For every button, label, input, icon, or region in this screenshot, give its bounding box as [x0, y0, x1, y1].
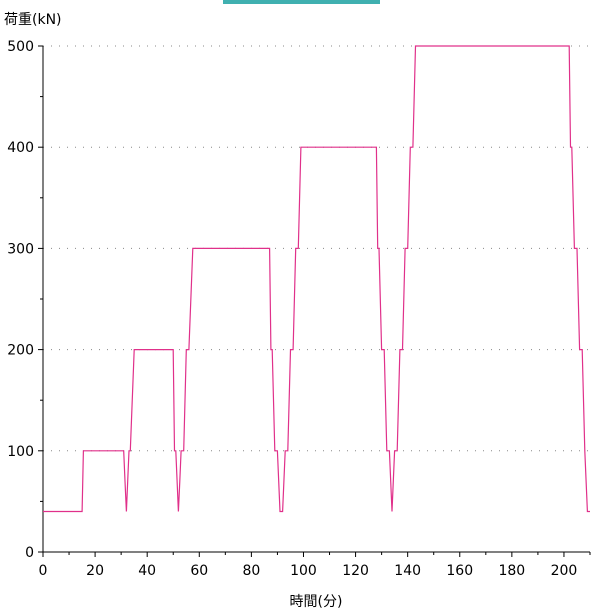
x-tick-label-60: 60: [190, 563, 208, 579]
y-tick-label-300: 300: [7, 241, 34, 257]
grid: [43, 45, 590, 452]
x-tick-label-40: 40: [138, 563, 156, 579]
y-tick-label-400: 400: [7, 140, 34, 156]
x-tick-label-120: 120: [342, 563, 369, 579]
x-tick-label-100: 100: [290, 563, 317, 579]
top-tab-decoration: [223, 0, 380, 4]
x-axis-title: 時間(分): [290, 594, 343, 610]
x-tick-label-80: 80: [242, 563, 260, 579]
x-tick-label-140: 140: [394, 563, 421, 579]
y-tick-label-100: 100: [7, 444, 34, 460]
x-tick-label-0: 0: [39, 563, 48, 579]
y-axis-title: 荷重(kN): [4, 12, 62, 28]
x-tick-label-160: 160: [446, 563, 473, 579]
y-tick-label-500: 500: [7, 39, 34, 55]
x-tick-label-200: 200: [551, 563, 578, 579]
plot-area: [43, 45, 590, 513]
series-line-0: [43, 45, 590, 513]
y-tick-label-0: 0: [25, 545, 34, 561]
x-tick-label-20: 20: [86, 563, 104, 579]
ticks: 0 100 200 300 400 500 0 20 40 60 80 100 120 140 160 180…: [7, 39, 591, 579]
x-tick-label-180: 180: [498, 563, 525, 579]
y-tick-label-200: 200: [7, 343, 34, 359]
